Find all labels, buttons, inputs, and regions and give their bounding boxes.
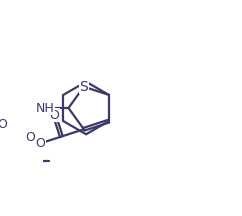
Text: O: O [50,109,60,122]
Text: O: O [26,131,35,144]
Text: O: O [35,137,45,150]
Text: S: S [79,80,88,94]
Text: NH: NH [35,102,54,114]
Text: O: O [0,118,7,131]
